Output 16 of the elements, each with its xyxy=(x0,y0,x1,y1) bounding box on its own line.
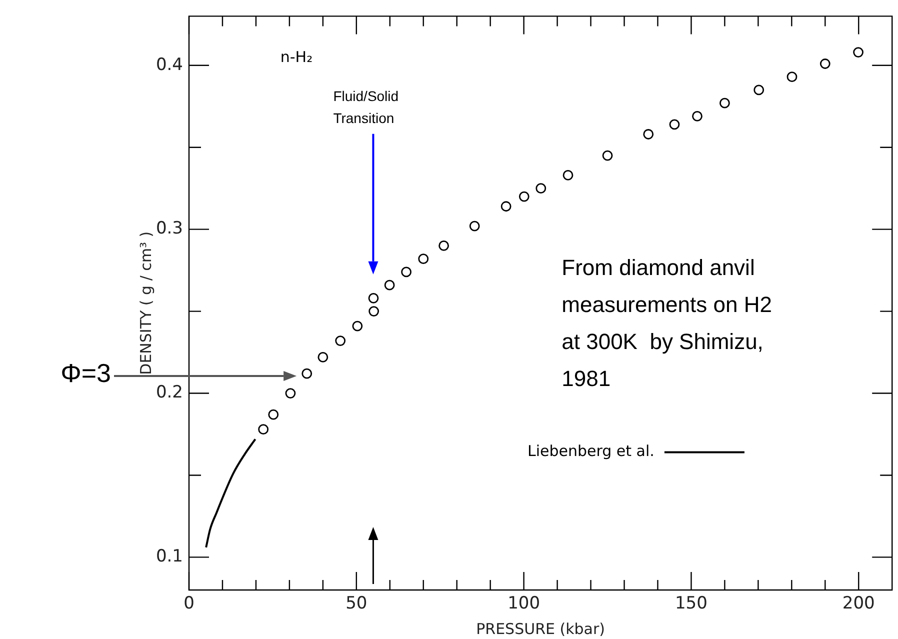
x-tick-label: 0 xyxy=(184,594,194,614)
annotation: From diamond anvil measurements on H2 at 300K by Shimizu, 1981 xyxy=(562,254,773,393)
y-tick-label: 0.2 xyxy=(156,382,183,403)
x-tick-label: 200 xyxy=(842,594,875,614)
x-tick-label: 50 xyxy=(346,594,368,614)
x-axis-title: PRESSURE (kbar) xyxy=(476,620,606,638)
y-axis-title: DENSITY ( g / cm³ ) xyxy=(136,231,155,375)
x-tick-label: 150 xyxy=(674,594,708,614)
text: Φ=3 xyxy=(60,358,111,389)
annotation: Fluid/Solid Transition xyxy=(333,87,400,128)
y-tick-label: 0.3 xyxy=(156,218,183,239)
annotation: n-H₂ xyxy=(280,48,313,66)
text: Liebenberg et al. xyxy=(527,442,654,460)
x-tick-label: 100 xyxy=(508,594,540,614)
y-tick-label: 0.1 xyxy=(156,546,183,567)
y-tick-label: 0.4 xyxy=(156,54,183,75)
